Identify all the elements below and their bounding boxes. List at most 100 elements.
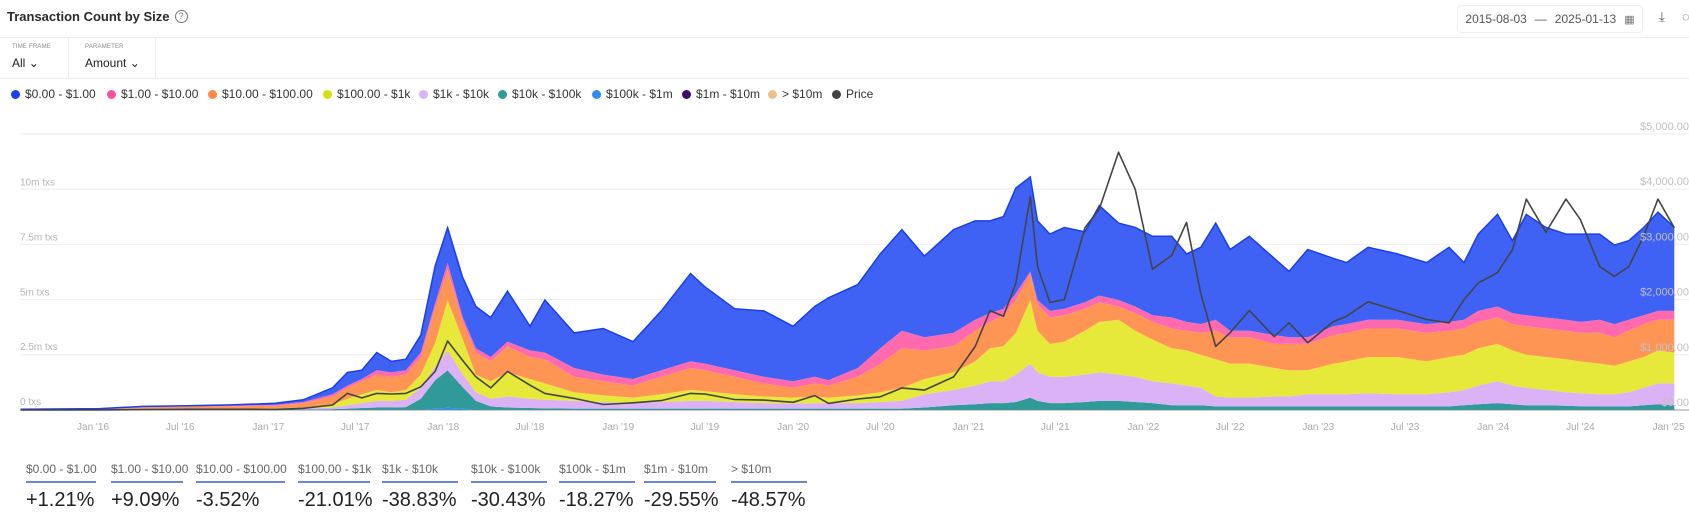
area-series--10k-100k bbox=[20, 370, 1675, 410]
chart-title-text: Transaction Count by Size bbox=[7, 9, 170, 24]
area-series--100-00-1k bbox=[20, 300, 1675, 410]
legend-dot-icon bbox=[768, 89, 777, 99]
legend-label: $1k - $10k bbox=[433, 87, 490, 101]
legend-label: $100k - $1m bbox=[606, 87, 673, 101]
x-tick-label: Jan '23 bbox=[1302, 422, 1334, 433]
y-right-tick-label: $5,000.00 bbox=[1640, 121, 1689, 133]
stat-item: $10.00 - $100.00 -3.52% bbox=[196, 462, 287, 512]
x-tick-label: Jul '24 bbox=[1566, 422, 1595, 433]
y-left-tick-label: 10m txs bbox=[20, 178, 55, 189]
stat-underline bbox=[559, 481, 635, 483]
divider bbox=[68, 38, 69, 78]
parameter-value: Amount bbox=[85, 56, 127, 70]
legend-label: $10k - $100k bbox=[512, 87, 582, 101]
y-right-tick-label: $0.00 bbox=[1661, 397, 1689, 409]
x-tick-label: Jan '19 bbox=[602, 422, 634, 433]
x-tick-label: Jul '17 bbox=[341, 422, 370, 433]
y-right-tick-label: $3,000.00 bbox=[1640, 231, 1689, 243]
legend-item[interactable]: $10k - $100k bbox=[498, 87, 581, 101]
parameter-label: PARAMETER bbox=[85, 44, 124, 50]
legend-label: $1m - $10m bbox=[696, 87, 761, 101]
stat-value: -18.27% bbox=[559, 489, 634, 511]
stat-label: $1k - $10k bbox=[382, 462, 439, 476]
area-series--0-00-1-00 bbox=[20, 177, 1675, 410]
y-right-tick-label: $4,000.00 bbox=[1640, 176, 1689, 188]
date-range-picker[interactable]: 2015-08-03 — 2025-01-13 ▦ bbox=[1457, 5, 1643, 33]
stat-value: -38.83% bbox=[382, 489, 457, 511]
stat-label: $0.00 - $1.00 bbox=[26, 462, 97, 476]
stat-label: $1m - $10m bbox=[644, 462, 709, 476]
stat-label: $10k - $100k bbox=[471, 462, 541, 476]
stat-item: $0.00 - $1.00 +1.21% bbox=[26, 462, 97, 512]
legend-label: $100.00 - $1k bbox=[337, 87, 411, 101]
stat-label: > $10m bbox=[731, 462, 772, 476]
divider bbox=[0, 37, 1689, 38]
stat-item: $1m - $10m -29.55% bbox=[644, 462, 719, 512]
y-right-tick-label: $1,000.00 bbox=[1640, 342, 1689, 354]
legend-item[interactable]: $100.00 - $1k bbox=[323, 87, 410, 101]
y-left-tick-label: 5m txs bbox=[20, 287, 49, 298]
area-series--100k-1m bbox=[20, 407, 1675, 410]
stat-underline bbox=[111, 481, 183, 483]
divider bbox=[155, 38, 156, 78]
legend-label: $1.00 - $10.00 bbox=[121, 87, 199, 101]
more-icon[interactable]: ◌ bbox=[1682, 9, 1689, 24]
legend-label: $10.00 - $100.00 bbox=[222, 87, 313, 101]
legend-label: > $10m bbox=[782, 87, 823, 101]
parameter-filter[interactable]: PARAMETER Amount ⌄ bbox=[73, 38, 155, 78]
stat-label: $100.00 - $1k bbox=[298, 462, 372, 476]
stat-item: > $10m -48.57% bbox=[731, 462, 807, 512]
legend-dot-icon bbox=[592, 89, 601, 99]
stat-underline bbox=[731, 481, 807, 483]
stat-item: $10k - $100k -30.43% bbox=[471, 462, 547, 512]
stat-value: -3.52% bbox=[196, 489, 260, 511]
stat-value: -30.43% bbox=[471, 489, 546, 511]
area-top-border bbox=[20, 175, 1675, 411]
time-frame-label: TIME FRAME bbox=[12, 44, 51, 50]
calendar-icon: ▦ bbox=[1624, 13, 1635, 26]
stat-label: $100k - $1m bbox=[559, 462, 626, 476]
y-left-tick-label: 7.5m txs bbox=[20, 232, 58, 243]
legend-item[interactable]: > $10m bbox=[768, 87, 822, 101]
legend-label: Price bbox=[846, 87, 874, 101]
time-frame-value: All bbox=[12, 56, 26, 70]
legend-dot-icon bbox=[11, 89, 20, 99]
chevron-down-icon: ⌄ bbox=[129, 56, 140, 70]
stat-underline bbox=[196, 481, 285, 483]
date-to: 2025-01-13 bbox=[1554, 12, 1617, 26]
legend-dot-icon bbox=[419, 89, 428, 99]
legend-item[interactable]: Price bbox=[832, 87, 873, 101]
y-right-tick-label: $2,000.00 bbox=[1640, 287, 1689, 299]
legend-item[interactable]: $1k - $10k bbox=[419, 87, 489, 101]
legend-item[interactable]: $10.00 - $100.00 bbox=[208, 87, 313, 101]
legend-item[interactable]: $0.00 - $1.00 bbox=[11, 87, 96, 101]
legend-label: $0.00 - $1.00 bbox=[25, 87, 96, 101]
x-tick-label: Jan '16 bbox=[77, 422, 109, 433]
area-series--1k-10k bbox=[20, 350, 1675, 410]
x-tick-label: Jan '24 bbox=[1477, 422, 1509, 433]
y-left-tick-label: 2.5m txs bbox=[20, 342, 58, 353]
y-left-tick-label: 0 txs bbox=[20, 397, 41, 408]
x-tick-label: Jan '25 bbox=[1653, 422, 1685, 433]
legend-dot-icon bbox=[323, 89, 332, 99]
stat-item: $100.00 - $1k -21.01% bbox=[298, 462, 373, 512]
help-icon[interactable]: ? bbox=[174, 10, 188, 23]
legend-item[interactable]: $1.00 - $10.00 bbox=[107, 87, 198, 101]
legend-item[interactable]: $100k - $1m bbox=[592, 87, 673, 101]
chart-title: Transaction Count by Size ? bbox=[7, 9, 188, 24]
x-tick-label: Jan '18 bbox=[427, 422, 459, 433]
stat-value: -48.57% bbox=[731, 489, 806, 511]
legend-dot-icon bbox=[498, 89, 507, 99]
stat-value: +9.09% bbox=[111, 489, 180, 511]
legend-item[interactable]: $1m - $10m bbox=[682, 87, 760, 101]
date-separator: — bbox=[1534, 12, 1547, 26]
legend-dot-icon bbox=[208, 89, 217, 99]
x-tick-label: Jul '23 bbox=[1391, 422, 1420, 433]
x-tick-label: Jul '19 bbox=[691, 422, 720, 433]
stat-underline bbox=[26, 481, 96, 483]
x-tick-label: Jul '21 bbox=[1041, 422, 1070, 433]
download-icon[interactable]: ⤓ bbox=[1659, 9, 1665, 24]
time-frame-filter[interactable]: TIME FRAME All ⌄ bbox=[0, 38, 68, 78]
legend-dot-icon bbox=[682, 89, 691, 99]
